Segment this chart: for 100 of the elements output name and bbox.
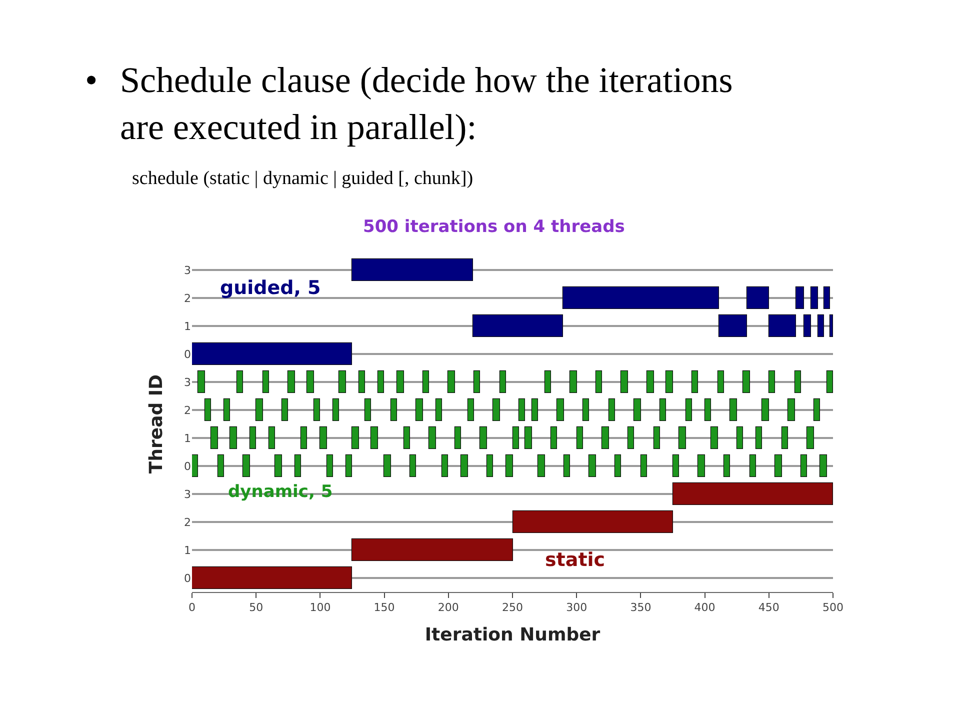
bar — [409, 454, 416, 477]
bar — [479, 426, 487, 449]
y-tick-label: 1 — [184, 544, 191, 557]
bar — [229, 426, 237, 449]
bar — [268, 426, 275, 449]
bar — [512, 510, 673, 533]
bar — [640, 454, 647, 477]
y-tick-label: 0 — [184, 460, 191, 473]
y-tick-label: 3 — [184, 264, 191, 277]
bar — [614, 454, 621, 477]
bar — [364, 398, 371, 421]
bar — [717, 370, 724, 393]
bar — [313, 398, 320, 421]
x-tick-label: 50 — [249, 601, 264, 614]
annotation: static — [545, 549, 606, 571]
bar — [646, 370, 654, 393]
bar — [351, 258, 473, 281]
bar — [685, 398, 692, 421]
bar — [736, 426, 743, 449]
y-tick-label: 0 — [184, 572, 191, 585]
bar — [415, 398, 423, 421]
bar — [447, 370, 455, 393]
bar — [274, 454, 282, 477]
bar — [499, 370, 506, 393]
bar — [537, 454, 545, 477]
text: • — [85, 60, 98, 100]
bar — [435, 398, 442, 421]
bar — [441, 454, 448, 477]
bar — [262, 370, 269, 393]
bar — [556, 398, 564, 421]
bar — [781, 426, 788, 449]
bar — [806, 426, 814, 449]
bar — [810, 286, 818, 309]
bar — [544, 370, 551, 393]
bar — [518, 398, 525, 421]
bar — [512, 426, 519, 449]
y-tick-label: 0 — [184, 348, 191, 361]
annotation: guided, 5 — [220, 277, 321, 299]
bar — [210, 426, 218, 449]
bar — [627, 426, 634, 449]
bar — [691, 370, 698, 393]
bar — [351, 538, 513, 561]
bar — [755, 426, 762, 449]
bar — [723, 454, 730, 477]
x-tick-label: 350 — [630, 601, 652, 614]
bar — [550, 426, 557, 449]
bar — [710, 426, 718, 449]
bar — [473, 370, 480, 393]
annotation: dynamic, 5 — [228, 482, 333, 502]
bar — [826, 370, 833, 393]
bar — [595, 370, 602, 393]
bar — [795, 286, 804, 309]
bar — [659, 398, 666, 421]
bar — [492, 398, 500, 421]
bar — [718, 314, 747, 337]
bar — [746, 286, 769, 309]
bar — [794, 370, 801, 393]
x-axis-title: Iteration Number — [424, 624, 600, 646]
y-tick-label: 2 — [184, 404, 191, 417]
x-tick-label: 300 — [566, 601, 588, 614]
bar — [697, 454, 705, 477]
bar — [768, 370, 775, 393]
bar — [332, 398, 339, 421]
bar — [608, 398, 615, 421]
bar — [383, 454, 391, 477]
bar — [396, 370, 404, 393]
y-tick-label: 2 — [184, 516, 191, 529]
x-tick-label: 450 — [758, 601, 780, 614]
y-tick-label: 1 — [184, 320, 191, 333]
bar — [217, 454, 224, 477]
bar — [192, 566, 352, 589]
bar — [774, 454, 782, 477]
x-tick-label: 250 — [502, 601, 523, 614]
bar — [524, 426, 532, 449]
bar — [672, 454, 679, 477]
bar — [829, 314, 833, 337]
bar — [817, 314, 824, 337]
bar — [749, 454, 756, 477]
text: schedule (static | dynamic | guided [, chunk]) — [132, 168, 474, 189]
bar — [823, 286, 830, 309]
bar — [531, 398, 538, 421]
bar — [787, 398, 795, 421]
bar — [287, 370, 295, 393]
bar — [454, 426, 461, 449]
bar — [813, 398, 820, 421]
bar — [255, 398, 263, 421]
bar — [633, 398, 641, 421]
x-tick-label: 150 — [374, 601, 395, 614]
bar — [306, 370, 314, 393]
bar — [678, 426, 686, 449]
chart-title: 500 iterations on 4 threads — [363, 217, 625, 237]
bar — [204, 398, 211, 421]
bar — [768, 314, 796, 337]
bar — [569, 370, 577, 393]
y-tick-label: 3 — [184, 488, 191, 501]
bar — [223, 398, 230, 421]
bar — [294, 454, 301, 477]
bar — [505, 454, 513, 477]
bar — [467, 398, 474, 421]
bar — [729, 398, 737, 421]
